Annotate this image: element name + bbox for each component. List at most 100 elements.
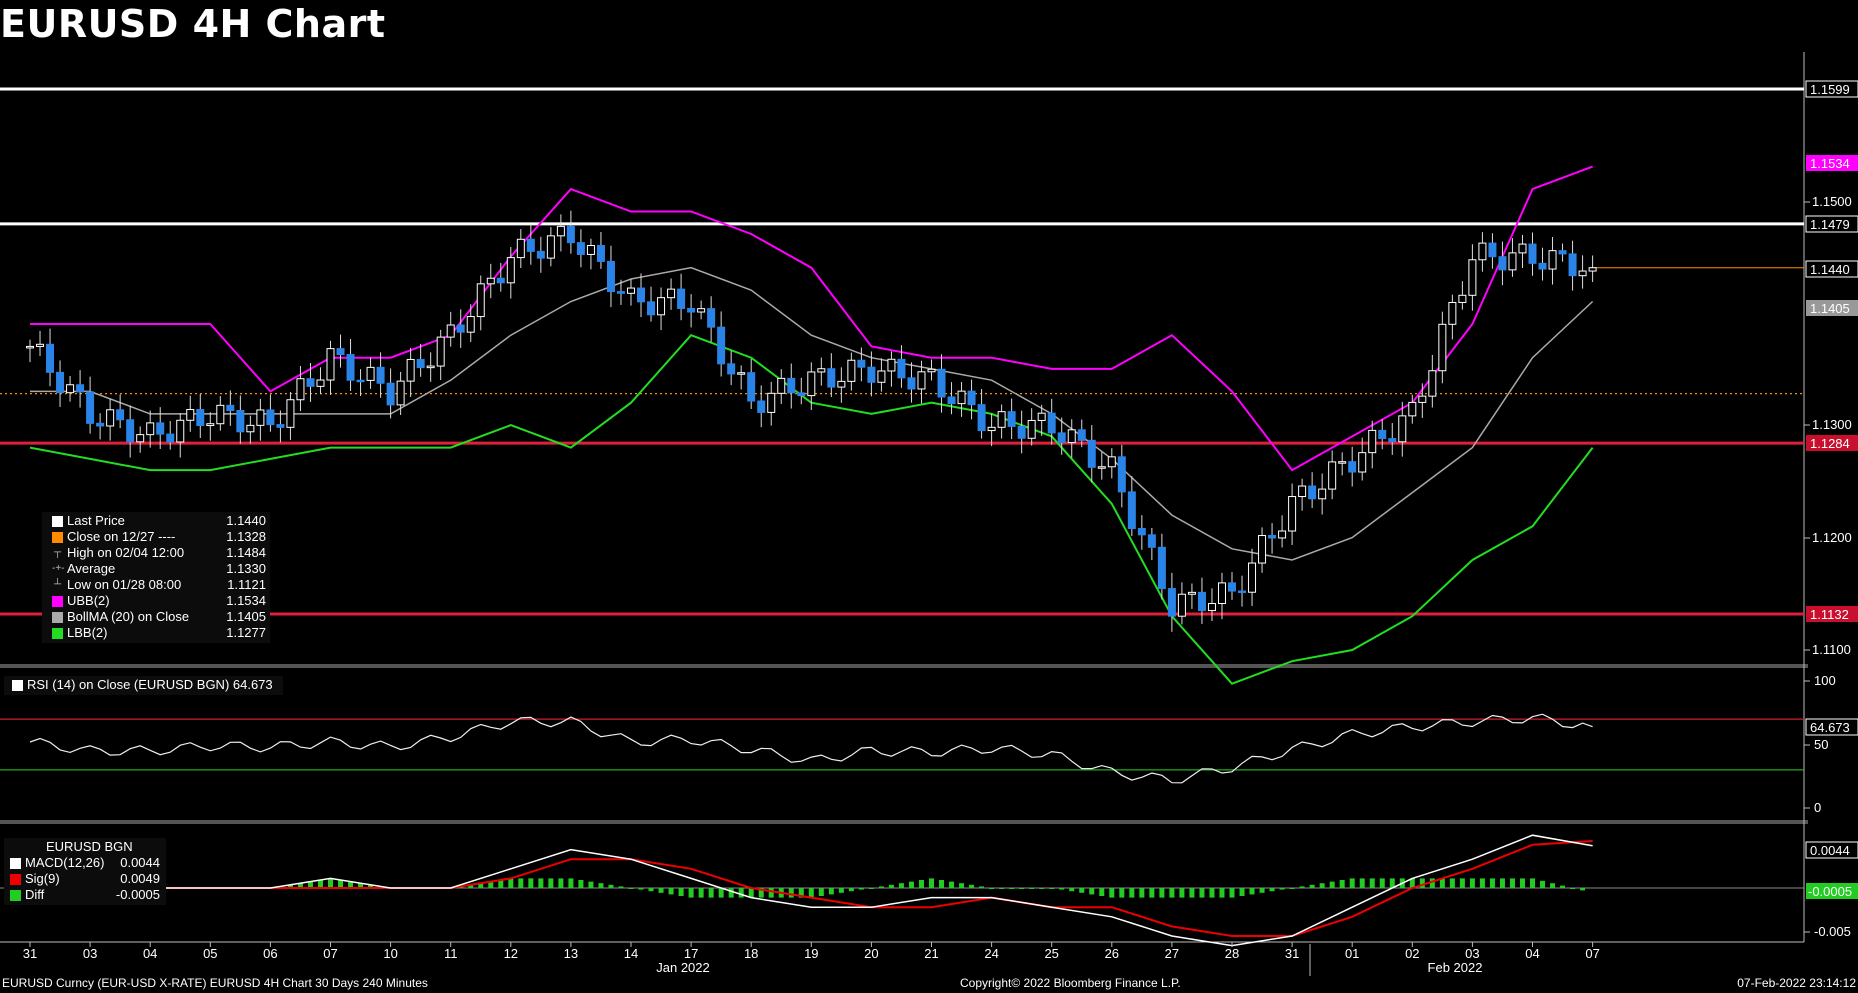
up-candle [887,351,896,387]
up-candle [1067,419,1076,458]
down-candle [356,369,365,397]
down-candle [977,389,986,439]
up-candle [1248,548,1257,606]
up-candle [1588,255,1597,282]
diff-bar [768,888,774,898]
legend-row: UBB(2) 1.1534 [52,593,266,609]
down-candle [907,362,916,403]
diff-bar [1540,880,1546,888]
candle-body [897,358,906,379]
macd-panel [0,834,1804,947]
candle-body [1037,412,1046,421]
legend-row: RSI (14) on Close (EURUSD BGN) 64.673 [12,677,273,693]
diff-bar [1580,888,1586,891]
diff-bar [1259,888,1265,893]
month-label: Feb 2022 [1428,960,1483,975]
diff-bar [868,888,874,889]
legend-value: 1.1440 [226,513,266,528]
candle-body [1177,593,1186,617]
candle-body [56,371,65,394]
up-candle [1278,515,1287,548]
candle-body [76,384,85,393]
candle-body [1358,452,1367,473]
legend-label: Average [67,561,116,576]
tag-boll-ma: 1.1405 [1810,301,1850,316]
candle-body [1458,294,1467,303]
down-candle [606,245,615,308]
down-candle [496,262,505,292]
diff-bar [1329,881,1335,888]
diff-bar [1339,880,1345,888]
up-candle [586,238,595,270]
legend-value: 1.1534 [226,593,266,608]
candle-body [677,288,686,309]
up-candle [106,399,115,441]
price-rsi-separator[interactable] [0,664,1808,668]
candle-body [1448,301,1457,325]
down-candle [937,354,946,413]
diff-bar [999,888,1005,889]
down-candle [1378,419,1387,450]
legend-value: 1.1330 [226,561,266,576]
candle-body [947,396,956,405]
legend-row: MACD(12,26) 0.0044 [10,855,160,871]
tag-support-1: 1.1284 [1810,436,1850,451]
legend-row: ┴ Low on 01/28 08:00 1.1121 [52,577,266,593]
candle-body [86,391,95,424]
candle-body [246,424,255,433]
diff-bar [758,888,764,898]
diff-bar [668,888,674,895]
candle-body [306,378,315,387]
legend-label: Sig(9) [25,871,60,886]
candle-body [637,287,646,303]
candle-body [366,366,375,381]
down-candle [526,224,535,265]
candle-body [1207,603,1216,612]
candle-body [707,308,716,328]
down-candle [576,229,585,268]
diff-bar [1389,878,1395,888]
candle-body [1217,582,1226,605]
diff-bar [878,886,884,888]
diff-bar [949,881,955,888]
candle-body [1047,412,1056,434]
diff-bar [1279,888,1285,890]
up-candle [1258,527,1267,573]
diff-bar [498,880,504,888]
down-candle [747,358,756,410]
diff-bar [1149,888,1155,898]
down-candle [166,420,175,450]
diff-bar [1519,878,1525,888]
orange-square-icon [52,531,63,543]
candle-body [116,409,125,421]
candle-body [66,384,75,394]
down-candle [196,393,205,438]
up-candle [546,227,555,267]
diff-bar [1439,878,1445,888]
legend-label: Diff [25,887,45,902]
candle-body [96,422,105,427]
candle-body [1248,562,1257,593]
x-tick-label: 10 [383,946,397,961]
high-glyph-icon: ┬ [53,547,62,558]
up-candle [296,365,305,412]
candle-body [566,225,575,244]
rsi-legend: RSI (14) on Close (EURUSD BGN) 64.673 [4,676,283,695]
macd-header: EURUSD BGN [46,839,133,854]
candlesticks [26,210,1597,632]
rsi-macd-separator[interactable] [0,820,1808,824]
up-candle [396,371,405,416]
candle-body [426,365,435,369]
diff-bar [969,884,975,888]
diff-bar [328,878,333,888]
down-candle [376,352,385,398]
diff-bar [1199,888,1205,898]
up-candle [987,413,996,447]
up-candle [997,404,1006,439]
diff-bar [307,881,313,888]
x-tick-label: 20 [864,946,878,961]
signal-line [30,840,1593,937]
down-candle [596,232,605,269]
diff-bar [528,878,534,888]
x-tick-label: 05 [203,946,217,961]
